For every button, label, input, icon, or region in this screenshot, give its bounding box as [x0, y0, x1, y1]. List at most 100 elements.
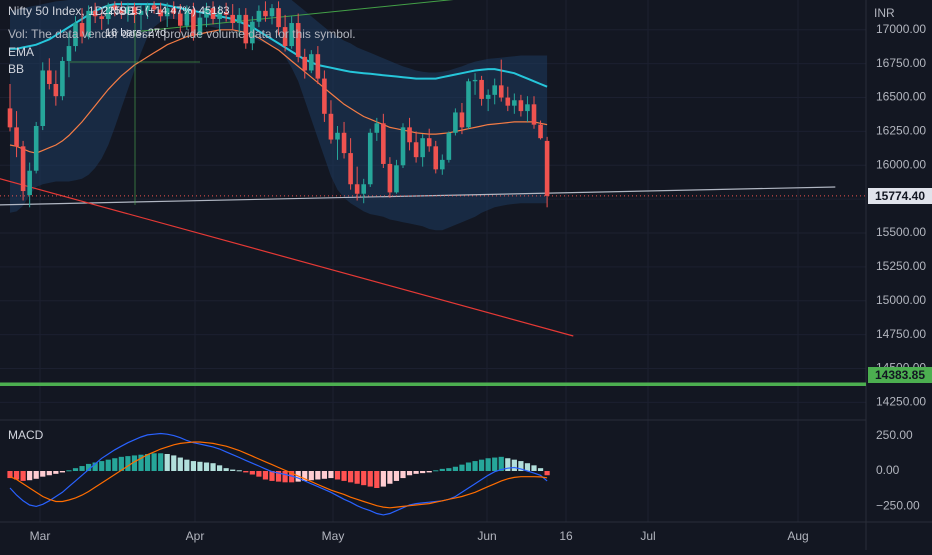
macd-histogram-bar-37 [249, 471, 255, 475]
candle-body-0 [7, 108, 13, 128]
macd-histogram-bar-18 [125, 456, 131, 471]
macd-signal-line [9, 441, 548, 509]
candle-body-6 [47, 70, 52, 84]
macd-histogram-bar-24 [164, 454, 170, 471]
candle-body-53 [354, 184, 360, 194]
macd-histogram-bar-8 [59, 471, 65, 473]
candle-body-41 [276, 8, 281, 28]
candle-body-27 [184, 9, 190, 26]
macd-histogram-bar-62 [413, 471, 419, 474]
macd-histogram-bar-50 [334, 471, 341, 480]
legend-symbol[interactable]: Nifty 50 Index, 1D, NSE [8, 4, 135, 18]
price-axis-tick-1: 16750.00 [876, 56, 926, 70]
macd-histogram-bar-77 [511, 459, 517, 471]
legend-bb-row[interactable]: BB [8, 62, 24, 77]
macd-histogram-bar-22 [151, 453, 157, 471]
macd-histogram-bar-15 [105, 459, 111, 471]
candle-body-37 [250, 21, 255, 44]
macd-histogram-bar-56 [374, 471, 380, 488]
time-axis-tick-3: Jun [477, 529, 496, 543]
candle-body-61 [407, 127, 412, 143]
candle-body-46 [309, 54, 314, 71]
macd-histogram-bar-6 [46, 471, 52, 476]
macd-histogram-bar-26 [177, 457, 183, 471]
macd-histogram-bar-3 [27, 471, 33, 481]
macd-histogram-bar-38 [256, 471, 262, 477]
candle-body-5 [40, 70, 46, 126]
macd-histogram-bar-10 [72, 468, 79, 471]
macd-histogram-bar-63 [420, 471, 426, 474]
candle-body-8 [60, 60, 65, 97]
candle-body-26 [178, 13, 183, 26]
macd-histogram-bar-48 [321, 471, 327, 479]
candle-body-9 [66, 46, 72, 61]
trendline-red-down [0, 178, 574, 337]
candles [7, 1, 550, 208]
macd-histogram-bar-16 [112, 458, 118, 471]
price-axis-currency: INR [874, 6, 895, 20]
macd-histogram-bar-59 [393, 471, 400, 481]
candle-body-32 [217, 12, 222, 19]
candle-body-50 [335, 132, 340, 140]
macd-axis-tick-2: −250.00 [876, 499, 920, 513]
candle-body-80 [531, 104, 537, 125]
legend-vol-row[interactable]: Vol: The data vendor doesn't provide vol… [8, 27, 356, 42]
candle-body-33 [223, 12, 229, 15]
candle-body-23 [158, 9, 163, 17]
legend-ema-label[interactable]: EMA [8, 45, 35, 59]
legend-bb-label[interactable]: BB [8, 62, 25, 76]
macd-histogram-bar-32 [217, 465, 223, 471]
candle-body-81 [538, 124, 543, 139]
measure-tool-line1: 2259.15 (+14.47%) 45183 [102, 5, 230, 17]
candle-body-43 [289, 23, 294, 47]
legend-macd-row[interactable]: MACD [8, 428, 43, 443]
legend-ema-row[interactable]: EMA [8, 45, 34, 60]
candle-body-2 [20, 146, 26, 192]
macd-histogram-bar-43 [289, 471, 295, 483]
time-axis-tick-5: Jul [640, 529, 655, 543]
macd-histogram-bar-82 [544, 471, 550, 476]
macd-histogram-bar-66 [439, 468, 445, 471]
macd-histogram-bar-47 [315, 471, 321, 480]
macd-histogram-bar-12 [86, 463, 92, 471]
macd-histogram-bar-64 [426, 471, 432, 473]
candle-body-19 [132, 6, 137, 15]
macd-histogram-bar-20 [138, 454, 144, 471]
macd-histogram-bar-11 [79, 466, 85, 471]
legend-macd-label[interactable]: MACD [8, 428, 44, 442]
macd-histogram-bar-73 [485, 458, 491, 471]
price-axis-tick-11: 14250.00 [876, 395, 926, 409]
macd-histogram-bar-49 [328, 471, 334, 479]
candle-body-30 [204, 8, 209, 18]
candle-body-15 [105, 5, 111, 19]
candle-body-70 [466, 81, 471, 128]
candle-body-63 [420, 138, 425, 158]
legend-symbol-row[interactable]: Nifty 50 Index, 1D, NSE [8, 4, 135, 19]
macd-histogram-bar-80 [531, 465, 537, 471]
macd-histogram-bar-72 [479, 459, 485, 471]
macd-histogram-bar-27 [184, 459, 190, 471]
candle-body-71 [472, 79, 478, 82]
price-axis-tick-3: 16250.00 [876, 124, 926, 138]
macd-histogram-bar-71 [472, 461, 478, 471]
candle-body-31 [210, 8, 216, 19]
macd-histogram-bar-40 [269, 471, 275, 481]
time-axis-tick-0: Mar [30, 529, 51, 543]
candle-body-59 [394, 165, 399, 193]
candle-body-73 [485, 94, 491, 99]
last-price-badge: 15774.40 [868, 188, 932, 204]
candle-body-75 [498, 85, 504, 98]
candle-body-22 [151, 5, 157, 10]
candle-body-38 [256, 10, 262, 22]
macd-line [9, 432, 548, 516]
candle-body-76 [505, 97, 511, 106]
candle-body-35 [236, 14, 242, 24]
macd-histogram-bar-51 [341, 471, 347, 481]
macd-histogram-bar-65 [433, 470, 439, 472]
candle-body-25 [171, 8, 177, 14]
macd-histogram-bar-34 [230, 469, 236, 471]
macd-histogram-bar-61 [406, 471, 413, 476]
